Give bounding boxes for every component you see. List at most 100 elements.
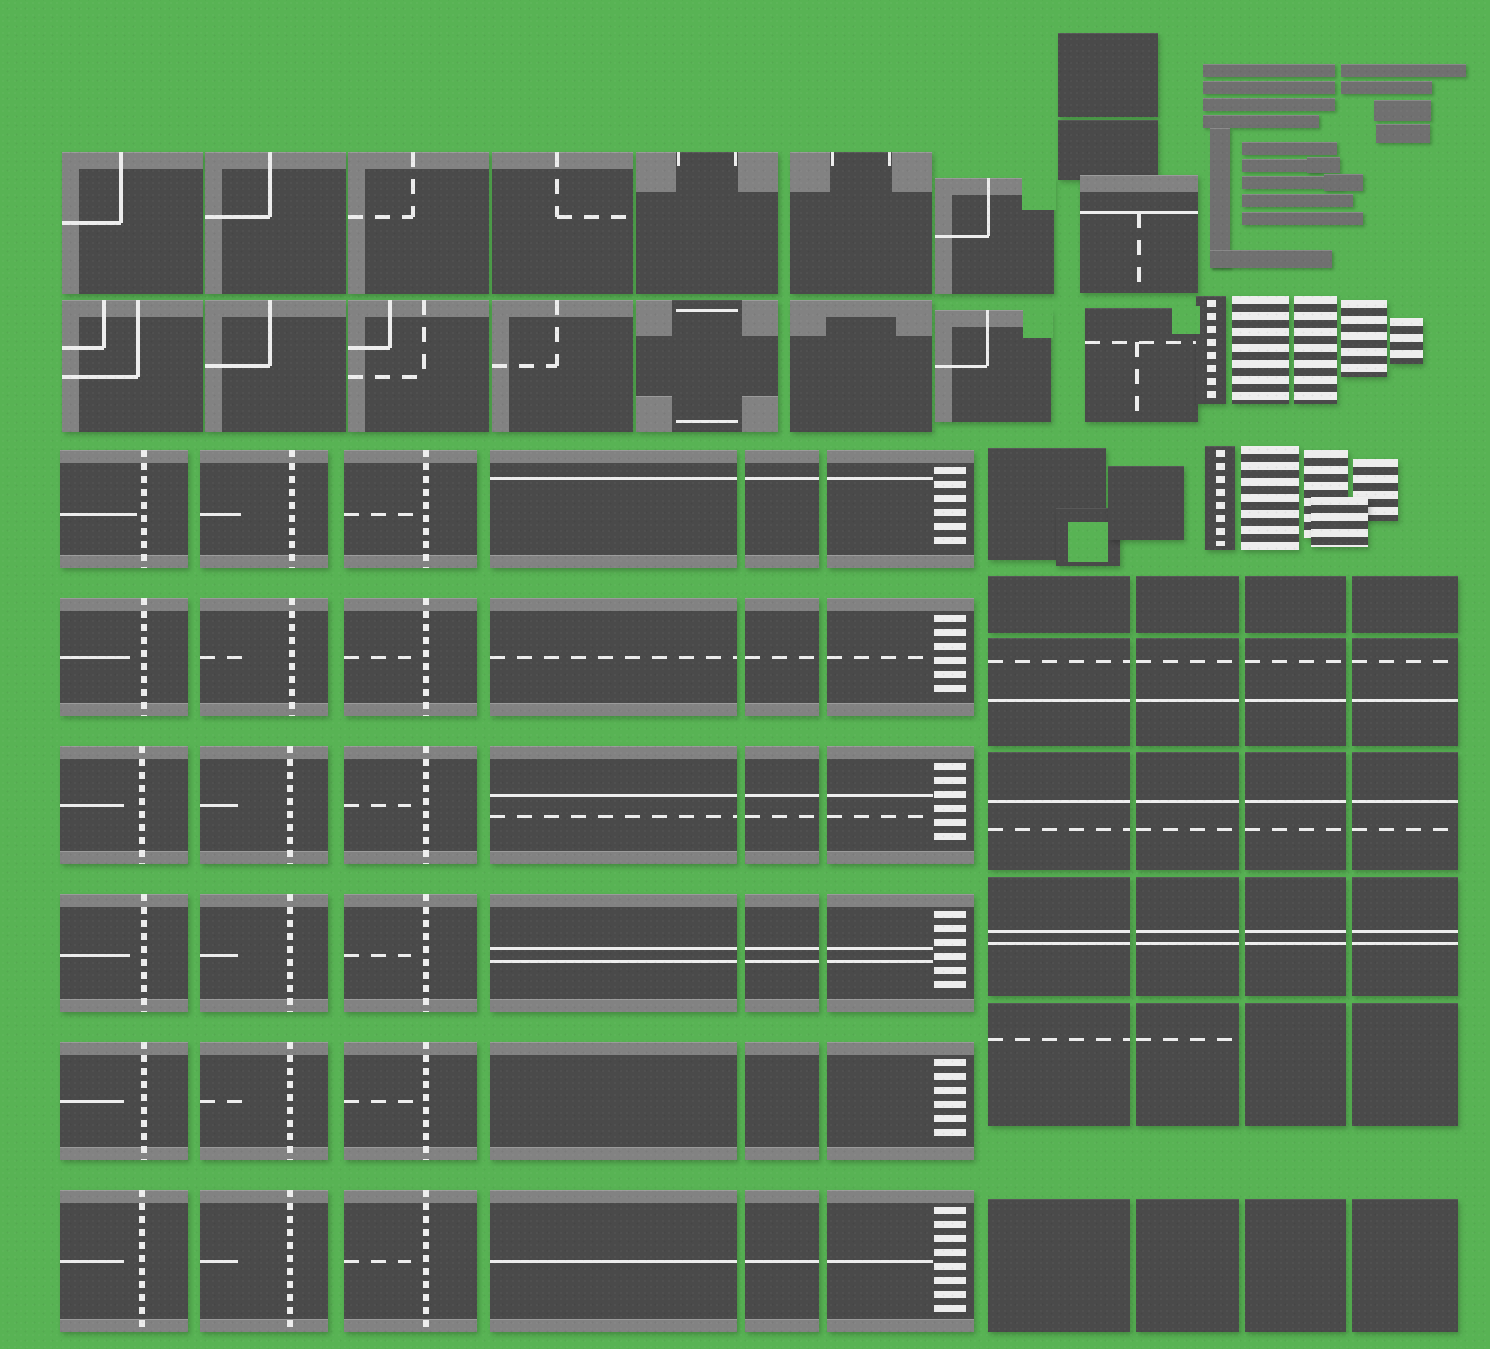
sidewalk-edge: [827, 555, 974, 568]
crosswalk-stripes: [934, 1059, 966, 1143]
road-marking: [675, 419, 739, 423]
road-marking: [348, 374, 425, 379]
road-tile-with-crosswalk: [827, 1042, 974, 1160]
road-marking: [988, 800, 1130, 804]
t-junction-road-tile: [60, 450, 188, 568]
road-marking: [138, 1190, 145, 1332]
corner-road-tile-notched: [935, 308, 1053, 422]
sidewalk-edge: [348, 300, 365, 432]
zebra-crossing-tile: [1294, 296, 1337, 404]
road-marking: [745, 946, 819, 950]
road-marking: [102, 300, 107, 348]
road-marking: [988, 1038, 1130, 1042]
road-marking: [1352, 800, 1458, 804]
road-marking: [490, 959, 737, 963]
sidewalk-edge: [344, 1190, 477, 1203]
curb-bar: [1242, 194, 1353, 207]
road-marking: [827, 815, 933, 819]
road-marking: [490, 946, 737, 950]
sidewalk-edge: [827, 894, 974, 907]
road-marking: [745, 655, 819, 659]
road-marking: [344, 803, 411, 807]
corner-block-tile: [988, 448, 1108, 562]
crosswalk-dots: [1206, 300, 1216, 400]
curb-bar: [1203, 81, 1335, 94]
corner-road-tile-dashed: [492, 152, 633, 294]
sidewalk-edge: [60, 1147, 188, 1160]
road-marking: [1245, 828, 1346, 832]
sidewalk-edge: [200, 450, 328, 463]
sidewalk-corner: [738, 152, 778, 192]
road-marking: [200, 1099, 245, 1103]
road-marking: [60, 1099, 124, 1103]
road-marking: [1245, 930, 1346, 934]
sidewalk-edge: [490, 555, 737, 568]
intersection-opening-tile: [790, 300, 932, 432]
road-marking: [289, 598, 296, 716]
curb-bar: [1242, 142, 1337, 155]
road-marking: [62, 374, 139, 379]
t-junction-road-tile: [200, 1190, 328, 1332]
road-segment-tile: [1245, 638, 1346, 746]
t-junction-road-tile: [200, 746, 328, 864]
corner-road-tile-notched: [935, 176, 1056, 294]
sidewalk-edge: [344, 703, 477, 716]
sidewalk-edge: [60, 598, 188, 611]
sidewalk-edge: [344, 1319, 477, 1332]
t-junction-road-tile: [200, 450, 328, 568]
sidewalk-edge: [60, 703, 188, 716]
road-segment-tile: [1136, 1199, 1239, 1332]
sidewalk-edge: [62, 300, 203, 317]
road-segment-tile: [988, 638, 1130, 746]
road-marking: [1136, 828, 1239, 832]
road-marking: [554, 300, 559, 366]
sidewalk-edge: [200, 894, 328, 907]
sidewalk-edge: [60, 1190, 188, 1203]
sidewalk-edge: [490, 851, 737, 864]
road-marking: [1134, 342, 1139, 422]
road-marking: [422, 300, 427, 377]
road-marking: [423, 746, 430, 864]
road-marking: [205, 215, 270, 220]
zebra-crossing-tile: [1232, 296, 1289, 404]
sidewalk-edge: [490, 598, 737, 611]
sidewalk-edge: [490, 999, 737, 1012]
sidewalk-edge: [348, 300, 489, 317]
sidewalk-edge: [745, 1042, 819, 1055]
sidewalk-edge: [200, 1147, 328, 1160]
straight-road-tile: [745, 598, 819, 716]
sidewalk-edge: [205, 152, 346, 169]
road-marking: [1136, 660, 1239, 664]
straight-road-tile: [745, 746, 819, 864]
t-junction-road-tile: [200, 598, 328, 716]
straight-road-tile: [490, 746, 737, 864]
road-marking: [1136, 942, 1239, 946]
sidewalk-edge: [60, 746, 188, 759]
straight-road-tile: [745, 1042, 819, 1160]
curb-bar: [1203, 115, 1319, 128]
road-marking: [677, 152, 681, 167]
road-marking: [1085, 340, 1198, 344]
road-marking: [410, 152, 415, 218]
road-segment-tile: [1136, 752, 1239, 870]
road-block: [1058, 33, 1158, 117]
corner-road-tile-double-line: [62, 300, 203, 432]
curb-bar: [1203, 64, 1335, 77]
tile-notch: [1023, 308, 1053, 338]
curb-bar: [1242, 212, 1363, 225]
road-marking: [267, 152, 272, 218]
sidewalk-edge: [60, 999, 188, 1012]
road-marking: [827, 959, 933, 963]
sidewalk-edge: [344, 555, 477, 568]
road-marking: [286, 894, 293, 1012]
sidewalk-edge: [827, 851, 974, 864]
sidewalk-edge: [348, 152, 365, 294]
tile-notch: [1022, 176, 1056, 210]
road-marking: [141, 450, 148, 568]
sidewalk-edge: [492, 300, 633, 317]
sidewalk-edge: [745, 1319, 819, 1332]
t-junction-road-tile: [344, 746, 477, 864]
road-marking: [1137, 212, 1141, 293]
sidewalk-edge: [62, 152, 203, 169]
